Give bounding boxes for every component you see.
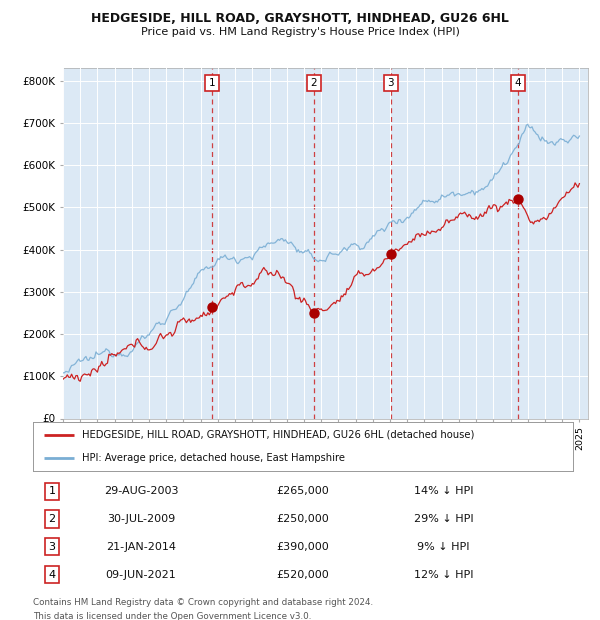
Text: £390,000: £390,000 [277,542,329,552]
Text: 2: 2 [49,514,55,524]
Text: £265,000: £265,000 [277,486,329,496]
Text: 1: 1 [49,486,55,496]
Text: HPI: Average price, detached house, East Hampshire: HPI: Average price, detached house, East… [82,453,344,463]
Text: 29% ↓ HPI: 29% ↓ HPI [413,514,473,524]
Text: 12% ↓ HPI: 12% ↓ HPI [413,570,473,580]
Text: £250,000: £250,000 [277,514,329,524]
Text: 3: 3 [388,78,394,88]
Text: £520,000: £520,000 [277,570,329,580]
Text: 29-AUG-2003: 29-AUG-2003 [104,486,178,496]
Text: 4: 4 [49,570,55,580]
Text: 2: 2 [311,78,317,88]
Text: 3: 3 [49,542,55,552]
Text: Contains HM Land Registry data © Crown copyright and database right 2024.: Contains HM Land Registry data © Crown c… [33,598,373,608]
Text: This data is licensed under the Open Government Licence v3.0.: This data is licensed under the Open Gov… [33,612,311,620]
Text: 9% ↓ HPI: 9% ↓ HPI [417,542,470,552]
Text: 09-JUN-2021: 09-JUN-2021 [106,570,176,580]
Text: HEDGESIDE, HILL ROAD, GRAYSHOTT, HINDHEAD, GU26 6HL (detached house): HEDGESIDE, HILL ROAD, GRAYSHOTT, HINDHEA… [82,430,474,440]
Text: Price paid vs. HM Land Registry's House Price Index (HPI): Price paid vs. HM Land Registry's House … [140,27,460,37]
Text: 4: 4 [515,78,521,88]
Text: 21-JAN-2014: 21-JAN-2014 [106,542,176,552]
Text: 14% ↓ HPI: 14% ↓ HPI [413,486,473,496]
Text: 1: 1 [209,78,215,88]
Text: 30-JUL-2009: 30-JUL-2009 [107,514,175,524]
Text: HEDGESIDE, HILL ROAD, GRAYSHOTT, HINDHEAD, GU26 6HL: HEDGESIDE, HILL ROAD, GRAYSHOTT, HINDHEA… [91,12,509,25]
